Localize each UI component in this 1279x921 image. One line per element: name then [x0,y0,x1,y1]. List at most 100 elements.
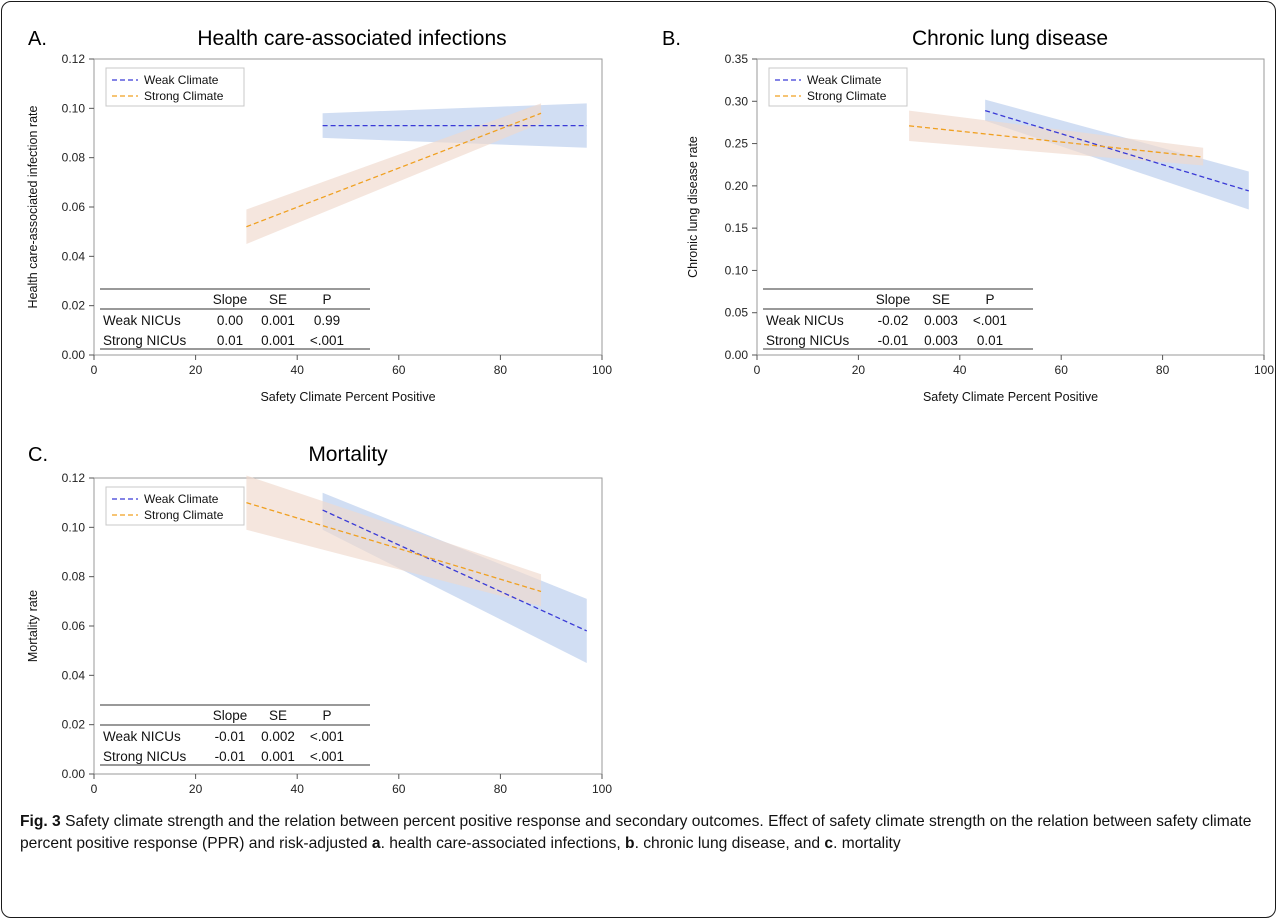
panel-b-y-tick-label: 0.35 [725,52,749,66]
panel-c-table-header: Slope [213,708,248,723]
figure-caption: Fig. 3 Safety climate strength and the r… [20,811,1265,855]
panel-a-y-tick-label: 0.00 [62,348,86,362]
panel-c-legend-label-strong: Strong Climate [144,508,224,522]
panel-b-y-tick-label: 0.10 [725,263,749,277]
panel-a-x-tick-label: 80 [494,363,508,377]
panel-a-y-tick-label: 0.08 [62,151,86,165]
panel-b-x-tick-label: 0 [754,363,761,377]
panel-c-y-tick-label: 0.10 [62,520,86,534]
panel-b-line-weak [984,109,1249,192]
panel-b-table-header: SE [932,292,950,307]
panel-b-y-axis-label: Chronic lung disease rate [686,136,700,278]
panel-c-y-tick-label: 0.08 [62,570,86,584]
panel-c-letter: C. [28,444,48,466]
panel-a-y-tick-label: 0.06 [62,200,86,214]
panel-c-table-header: SE [269,708,287,723]
panel-a-legend-label-weak: Weak Climate [144,73,219,87]
panel-a-y-tick-label: 0.02 [62,299,86,313]
panel-c-y-tick-label: 0.00 [62,767,86,781]
panel-b-x-tick-label: 40 [953,363,967,377]
panel-a-y-tick-label: 0.10 [62,101,86,115]
panel-b-letter: B. [662,28,681,50]
panel-b-y-tick-label: 0.00 [725,348,749,362]
panel-b-x-tick-label: 20 [852,363,866,377]
panel-c-legend-box [105,486,245,526]
panel-a-legend-box [105,67,245,107]
panel-b-table-cell: 0.003 [924,313,958,328]
panel-a-table-cell: Strong NICUs [103,333,187,348]
panel-b-title: Chronic lung disease [912,27,1108,50]
panel-c-y-tick-label: 0.04 [62,668,86,682]
panel-c-x-tick-label: 80 [494,782,508,796]
panel-c-table-cell: 0.002 [261,729,295,744]
panel-a-line-strong [246,112,542,228]
panel-a-x-tick-label: 100 [592,363,612,377]
caption-bold-b: b [625,835,635,852]
panel-a-table-cell: 0.01 [217,333,243,348]
caption-bold-a: a [371,835,381,852]
panel-c-y-tick-label: 0.12 [62,471,86,485]
panel-c-confidence-band-strong [246,475,542,607]
panel-b-y-tick-label: 0.15 [725,221,749,235]
panel-b-y-tick-label: 0.30 [725,94,749,108]
panel-a-title: Health care-associated infections [197,27,506,50]
panel-a-x-tick-label: 20 [189,363,203,377]
panel-b-confidence-band-strong [909,110,1204,166]
panel-a-x-axis-label: Safety Climate Percent Positive [260,390,435,404]
panel-c-x-tick-label: 60 [392,782,406,796]
panel-b-table-cell: -0.01 [878,333,909,348]
panel-b-x-tick-label: 100 [1254,363,1274,377]
panel-c-line-strong [246,502,542,593]
panel-a-table-cell: 0.00 [217,313,243,328]
panel-a-table-cell: 0.001 [261,333,295,348]
panel-c-table-cell: -0.01 [215,729,246,744]
panel-b-line-strong [909,125,1204,158]
chart-panel-a: A. Health care-associated infections 0 20 40… [26,27,1274,796]
panel-b-y-tick-label: 0.20 [725,179,749,193]
panel-b-table-header: Slope [876,292,911,307]
panel-c-table-cell: -0.01 [215,749,246,764]
panel-c-x-tick-label: 100 [592,782,612,796]
panel-b-x-axis-label: Safety Climate Percent Positive [923,390,1098,404]
panel-c-y-tick-label: 0.06 [62,619,86,633]
panel-a-table-header: SE [269,292,287,307]
panel-a-table-cell: 0.99 [314,313,340,328]
panel-a-x-tick-label: 60 [392,363,406,377]
panel-a-letter: A. [28,28,47,50]
panel-a-table-cell: 0.001 [261,313,295,328]
panel-b-table-header: P [985,292,994,307]
panel-a-table-header: Slope [213,292,248,307]
panel-a-table-header: P [322,292,331,307]
panel-c-x-tick-label: 20 [189,782,203,796]
panel-c-table-cell: Weak NICUs [103,729,181,744]
panel-c-x-tick-label: 40 [291,782,305,796]
panel-b-legend-box [768,67,908,107]
panel-b-table-cell: Strong NICUs [766,333,850,348]
caption-text-2: . health care-associated infections, [380,835,626,852]
panel-c-table-cell: <.001 [310,729,344,744]
panel-a-confidence-band-strong [246,103,542,245]
caption-bold-c: c [824,835,834,852]
panel-a-y-tick-label: 0.12 [62,52,86,66]
panel-b-y-tick-label: 0.05 [725,306,749,320]
panel-c-y-tick-label: 0.02 [62,718,86,732]
panel-b-table-cell: Weak NICUs [766,313,844,328]
panel-b-table-cell: 0.01 [977,333,1003,348]
panel-c-legend-label-weak: Weak Climate [144,492,219,506]
panel-b-legend-label-weak: Weak Climate [807,73,882,87]
panel-b-table-cell: -0.02 [878,313,909,328]
panel-c-line-weak [322,509,588,632]
panel-b-table-cell: 0.003 [924,333,958,348]
panel-c-table-header: P [322,708,331,723]
caption-text-1: Safety climate strength and the relation… [20,813,1252,852]
panel-a-y-axis-label: Health care-associated infection rate [26,106,40,309]
panel-a-y-tick-label: 0.04 [62,249,86,263]
panel-a-table-cell: <.001 [310,333,344,348]
panel-c-y-axis-label: Mortality rate [26,590,40,662]
panel-a-x-tick-label: 0 [91,363,98,377]
panel-a-table-cell: Weak NICUs [103,313,181,328]
panel-c-table-cell: Strong NICUs [103,749,187,764]
panel-c-title: Mortality [308,443,388,466]
caption-label: Fig. 3 [20,813,61,830]
